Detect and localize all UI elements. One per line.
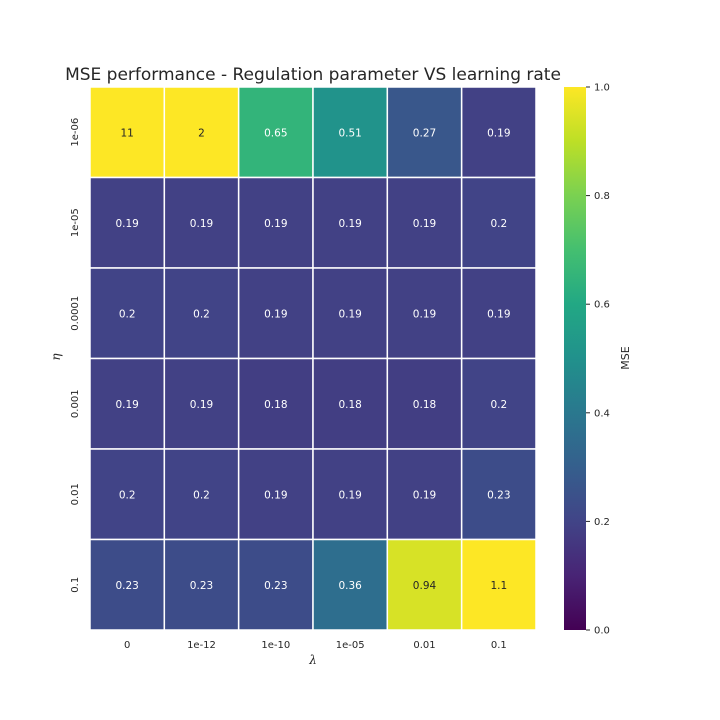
x-tick-label: 1e-10 (261, 640, 290, 651)
heatmap-cell-labels: 11 2 0.65 0.51 0.27 0.19 0.19 0.19 0.19 0.19 0.19 0… (115, 127, 510, 592)
colorbar-tick-label: 1.0 (594, 83, 610, 94)
heatmap-cell (163, 86, 240, 179)
cell-value-label: 0.19 (190, 218, 213, 230)
x-tick-label: 1e-05 (336, 640, 365, 651)
cell-value-label: 0.19 (413, 489, 436, 501)
x-tick-label: 0.1 (491, 640, 507, 651)
y-tick-label: 1e-05 (70, 208, 81, 237)
colorbar-tick-label: 0.4 (594, 408, 610, 419)
cell-value-label: 0.2 (193, 489, 210, 501)
y-axis-label: η (49, 353, 63, 361)
x-tick-label: 0 (124, 640, 130, 651)
x-tick-label: 0.01 (413, 640, 435, 651)
chart-title: MSE performance - Regulation parameter V… (65, 65, 561, 85)
cell-value-label: 0.2 (193, 308, 210, 320)
cell-value-label: 0.94 (413, 580, 437, 592)
cell-value-label: 0.2 (119, 489, 136, 501)
y-tick-label: 1e-06 (70, 118, 81, 147)
heatmap-cell (163, 267, 240, 360)
colorbar (564, 87, 586, 630)
cell-value-label: 0.19 (338, 489, 361, 501)
heatmap-cell (386, 448, 463, 541)
cell-value-label: 0.19 (413, 308, 436, 320)
cell-value-label: 0.51 (338, 127, 361, 139)
heatmap-cell (89, 538, 166, 631)
cell-value-label: 0.18 (264, 399, 287, 411)
cell-value-label: 0.2 (490, 399, 507, 411)
cell-value-label: 0.19 (115, 218, 138, 230)
cell-value-label: 0.19 (338, 218, 361, 230)
cell-value-label: 0.2 (490, 218, 507, 230)
heatmap-cell (460, 448, 537, 541)
heatmap-cell (89, 448, 166, 541)
cell-value-label: 0.19 (264, 489, 287, 501)
colorbar-tick-label: 0.6 (594, 300, 610, 311)
heatmap-cell (312, 357, 389, 450)
heatmap-cell (460, 267, 537, 360)
heatmap-cell (312, 538, 389, 631)
cell-value-label: 0.19 (487, 308, 510, 320)
cell-value-label: 0.18 (338, 399, 361, 411)
cell-value-label: 0.19 (190, 399, 213, 411)
heatmap-cell (89, 86, 166, 179)
x-tick-label: 1e-12 (187, 640, 216, 651)
cell-value-label: 0.19 (413, 218, 436, 230)
heatmap-cell (312, 267, 389, 360)
cell-value-label: 11 (120, 127, 133, 139)
heatmap-cell (460, 176, 537, 269)
colorbar-ticks: 0.0 0.2 0.4 0.6 0.8 1.0 (586, 83, 610, 637)
heatmap-cell (163, 176, 240, 269)
cell-value-label: 0.27 (413, 127, 436, 139)
cell-value-label: 0.23 (264, 580, 287, 592)
cell-value-label: 0.19 (487, 127, 510, 139)
cell-value-label: 0.65 (264, 127, 287, 139)
heatmap-cell (312, 448, 389, 541)
y-axis-ticks: 1e-06 1e-05 0.0001 0.001 0.01 0.1 (70, 118, 81, 593)
x-axis-ticks: 0 1e-12 1e-10 1e-05 0.01 0.1 (124, 640, 507, 651)
heatmap-cell (312, 176, 389, 269)
cell-value-label: 0.23 (115, 580, 138, 592)
cell-value-label: 0.18 (413, 399, 436, 411)
heatmap-cell (460, 86, 537, 179)
heatmap-cell (237, 86, 314, 179)
cell-value-label: 0.2 (119, 308, 136, 320)
cell-value-label: 0.19 (264, 308, 287, 320)
cell-value-label: 0.19 (115, 399, 138, 411)
colorbar-tick-label: 0.0 (594, 626, 610, 637)
colorbar-tick-label: 0.8 (594, 191, 610, 202)
heatmap-cell (89, 357, 166, 450)
cell-value-label: 0.19 (338, 308, 361, 320)
cell-value-label: 0.19 (264, 218, 287, 230)
heatmap-cell (237, 357, 314, 450)
cell-value-label: 0.36 (338, 580, 362, 592)
heatmap-cell (460, 538, 537, 631)
heatmap-cell (386, 357, 463, 450)
y-tick-label: 0.1 (70, 577, 81, 593)
cell-value-label: 1.1 (490, 580, 507, 592)
cell-value-label: 2 (198, 127, 205, 139)
heatmap-cell (386, 538, 463, 631)
cell-value-label: 0.23 (487, 489, 510, 501)
y-tick-label: 0.0001 (70, 296, 81, 331)
heatmap-cell (386, 267, 463, 360)
heatmap-cell (163, 357, 240, 450)
heatmap-cells (89, 86, 537, 631)
heatmap-cell (460, 357, 537, 450)
colorbar-tick-label: 0.2 (594, 517, 610, 528)
heatmap-cell (237, 448, 314, 541)
y-tick-label: 0.001 (70, 389, 81, 418)
y-tick-label: 0.01 (70, 483, 81, 505)
colorbar-label: MSE (619, 346, 632, 369)
cell-value-label: 0.23 (190, 580, 213, 592)
x-axis-label: λ (308, 653, 317, 667)
